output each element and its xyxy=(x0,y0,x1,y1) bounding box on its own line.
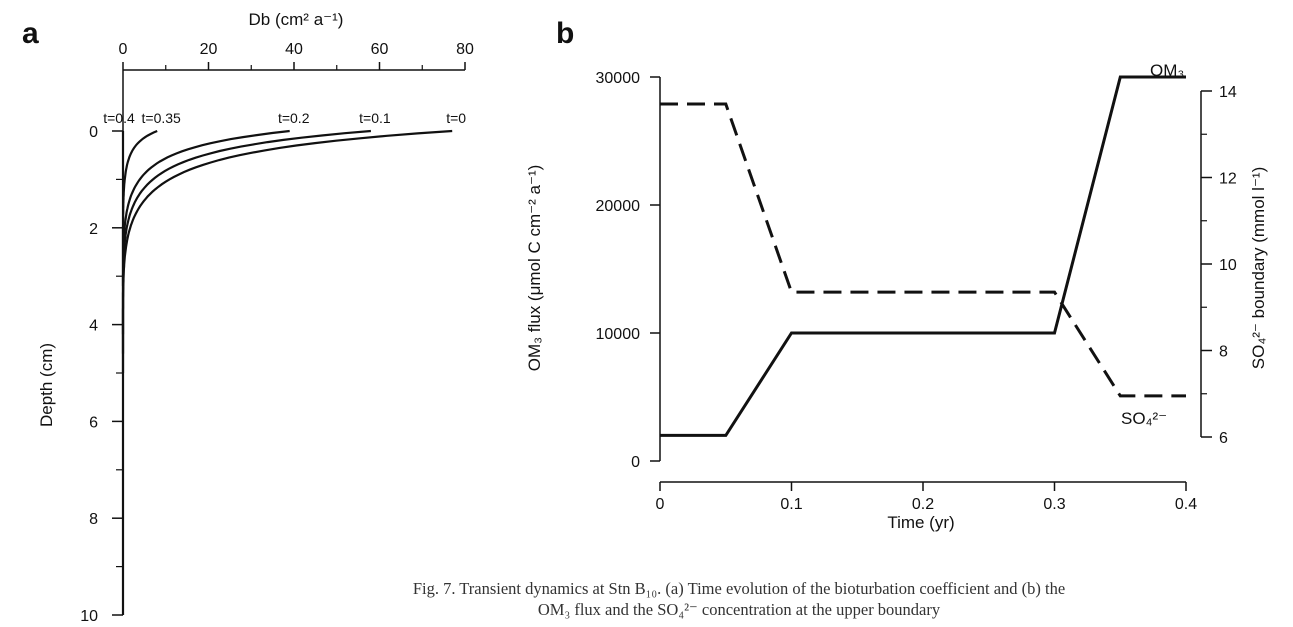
panel-a-y-tick-label: 10 xyxy=(80,608,98,625)
panel-a-y-tick-label: 4 xyxy=(89,318,98,335)
panel-b-x-axis-title: Time (yr) xyxy=(887,513,954,532)
so4-boundary-series xyxy=(660,102,1186,398)
panel-b-right-tick-label: 6 xyxy=(1219,430,1228,447)
db-curve-label: t=0.2 xyxy=(278,110,310,126)
panel-a-letter: a xyxy=(22,17,39,50)
panel-a-x-tick-label: 20 xyxy=(200,41,218,58)
db-curve-label: t=0.35 xyxy=(142,110,182,126)
panel-a-x-tick-label: 60 xyxy=(371,41,389,58)
panel-b-x-tick-label: 0.4 xyxy=(1175,496,1197,513)
panel-b-right-tick-label: 8 xyxy=(1219,344,1228,361)
panel-b-right-tick-label: 14 xyxy=(1219,84,1237,101)
panel-b-left-axis-title: OM₃ flux (μmol C cm⁻² a⁻¹) xyxy=(525,165,544,372)
db-curve xyxy=(121,129,371,354)
db-curve-label: t=0 xyxy=(446,110,466,126)
panel-b-x-tick-label: 0.2 xyxy=(912,496,934,513)
panel-a-x-tick-label: 0 xyxy=(119,41,128,58)
panel-b-letter: b xyxy=(556,17,574,50)
db-curve-label: t=0.1 xyxy=(359,110,391,126)
panel-a-y-tick-label: 6 xyxy=(89,414,98,431)
panel-b-left-tick-label: 10000 xyxy=(596,326,641,343)
series-label-om3: OM₃ xyxy=(1150,61,1184,80)
caption-line-2: OM₃ flux and the SO₄²⁻ concentration at … xyxy=(537,600,941,619)
db-curve xyxy=(121,129,290,335)
panel-b-x-tick-label: 0.3 xyxy=(1043,496,1065,513)
panel-b-right-tick-label: 10 xyxy=(1219,257,1237,274)
panel-a-y-tick-label: 8 xyxy=(89,511,98,528)
panel-b-left-tick-label: 30000 xyxy=(596,70,641,87)
panel-b-chart: b Time (yr) OM₃ flux (μmol C cm⁻² a⁻¹) S… xyxy=(525,17,1268,532)
panel-a-y-tick-label: 0 xyxy=(89,124,98,141)
panel-b-left-tick-label: 20000 xyxy=(596,198,641,215)
panel-b-right-axis-title: SO₄²⁻ boundary (mmol l⁻¹) xyxy=(1249,167,1268,369)
panel-b-left-tick-label: 0 xyxy=(631,454,640,471)
panel-b-x-tick-label: 0 xyxy=(656,496,665,513)
panel-a-x-tick-label: 80 xyxy=(456,41,474,58)
panel-a-y-tick-label: 2 xyxy=(89,221,98,238)
caption-line-1: Fig. 7. Transient dynamics at Stn B₁₀. (… xyxy=(412,579,1066,598)
panel-a-x-axis-title: Db (cm² a⁻¹) xyxy=(249,10,344,29)
panel-a-x-tick-label: 40 xyxy=(285,41,303,58)
figure-caption: Fig. 7. Transient dynamics at Stn B₁₀. (… xyxy=(200,578,1278,620)
panel-b-x-tick-label: 0.1 xyxy=(780,496,802,513)
panel-a-chart: a Db (cm² a⁻¹) Depth (cm) 0 20 40 60 80 0 2 4 6… xyxy=(22,10,474,625)
om3-flux-series xyxy=(660,75,1186,437)
panel-a-y-axis-title: Depth (cm) xyxy=(37,343,56,427)
db-curve-label: t=0.4 xyxy=(103,110,135,126)
panel-b-right-tick-label: 12 xyxy=(1219,171,1237,188)
series-label-so4: SO₄²⁻ xyxy=(1121,409,1167,428)
